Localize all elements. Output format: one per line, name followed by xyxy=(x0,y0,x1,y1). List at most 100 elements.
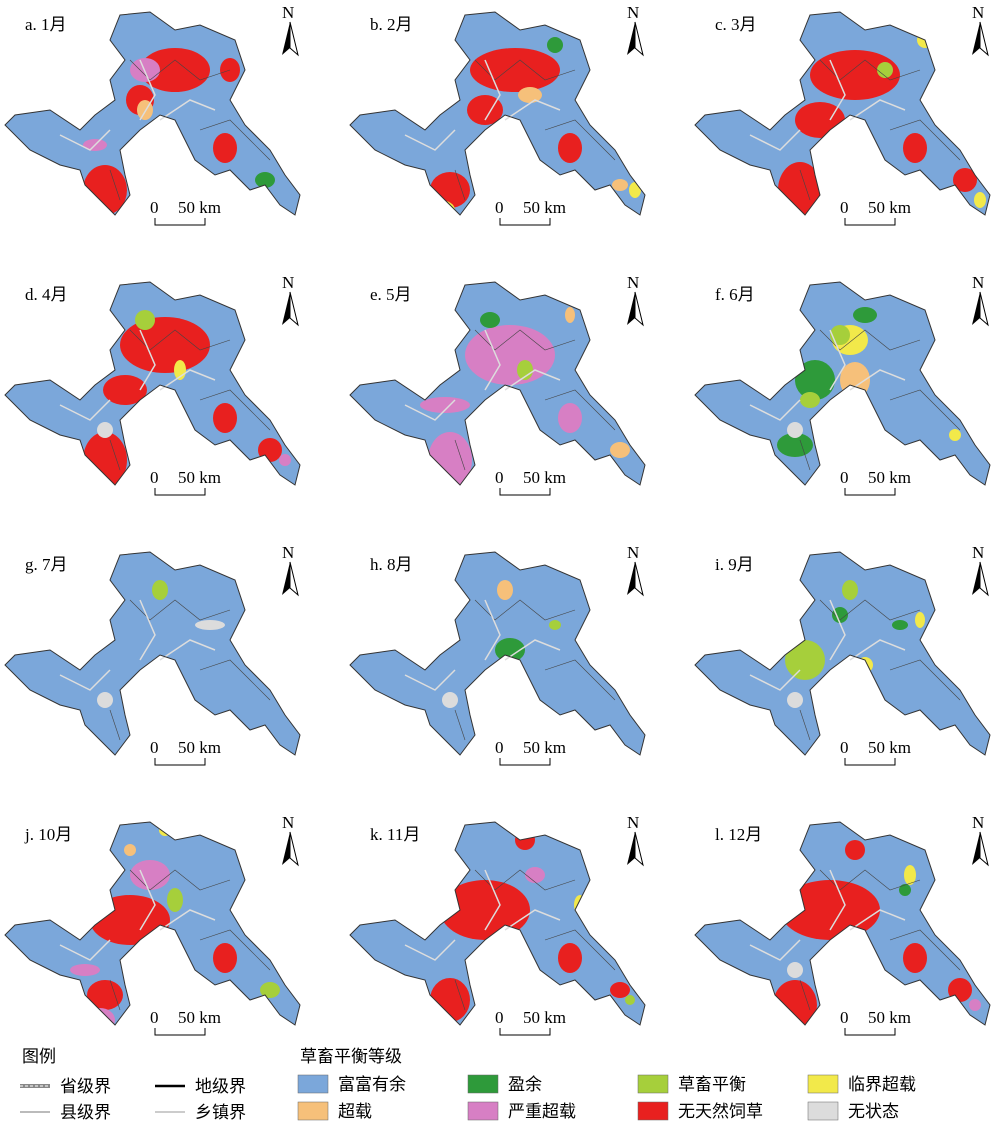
township-border xyxy=(484,59,501,121)
township-border xyxy=(849,369,906,391)
class-area xyxy=(629,182,641,198)
class-area xyxy=(953,168,977,192)
north-label: N xyxy=(282,273,294,292)
north-arrow xyxy=(979,831,989,867)
map-panel: i. 9月 N 0 50 km xyxy=(694,543,991,766)
county-border xyxy=(799,709,811,741)
township-border xyxy=(139,59,156,121)
map-panel: g. 7月 N 0 50 km xyxy=(4,543,301,766)
north-label: N xyxy=(972,3,984,22)
class-label: 草畜平衡 xyxy=(678,1075,746,1094)
county-border xyxy=(474,869,576,891)
scale-end: 50 km xyxy=(178,198,221,217)
county-border xyxy=(544,119,616,161)
panel-label: a. 1月 xyxy=(25,15,67,34)
scale-bar xyxy=(154,1028,206,1036)
north-arrow xyxy=(627,292,635,325)
map-panel: b. 2月 N 0 50 km xyxy=(349,3,646,226)
class-swatch xyxy=(637,1074,669,1094)
township-border xyxy=(749,399,801,421)
class-area xyxy=(195,620,225,630)
county-border xyxy=(889,929,961,971)
township-border xyxy=(59,399,111,421)
map-panel: l. 12月 N 0 50 km xyxy=(694,813,991,1036)
north-arrow xyxy=(627,832,635,865)
scale-bar xyxy=(154,758,206,766)
north-arrow xyxy=(289,831,299,867)
north-arrow xyxy=(282,22,290,55)
class-swatch xyxy=(297,1101,329,1121)
township-border xyxy=(829,599,846,661)
class-area xyxy=(903,943,927,973)
county-border xyxy=(109,169,121,201)
township-border xyxy=(849,639,906,661)
class-area xyxy=(120,317,210,373)
township-border xyxy=(504,99,561,121)
scale-end: 50 km xyxy=(868,198,911,217)
north-arrow xyxy=(634,561,644,597)
class-area xyxy=(425,200,455,215)
class-area xyxy=(135,310,155,330)
class-area xyxy=(610,442,630,458)
township-border xyxy=(749,939,801,961)
county-border xyxy=(129,329,231,351)
class-area xyxy=(787,962,803,978)
scale-end: 50 km xyxy=(523,738,566,757)
county-border xyxy=(544,389,616,431)
north-arrow xyxy=(282,562,290,595)
panel-label: c. 3月 xyxy=(715,15,757,34)
county-border xyxy=(819,599,921,621)
class-area xyxy=(780,880,880,940)
scale-start: 0 xyxy=(495,468,504,487)
region-base xyxy=(695,552,990,755)
county-border xyxy=(199,389,271,431)
panel-label: l. 12月 xyxy=(715,825,762,844)
class-label: 盈余 xyxy=(508,1075,542,1094)
class-area xyxy=(830,325,850,345)
north-label: N xyxy=(627,3,639,22)
class-area xyxy=(610,982,630,998)
north-label: N xyxy=(972,543,984,562)
north-arrow xyxy=(634,831,644,867)
class-area xyxy=(612,179,628,191)
class-area xyxy=(777,433,813,457)
panel-label: g. 7月 xyxy=(25,555,68,574)
class-areas xyxy=(83,310,291,485)
class-area xyxy=(152,580,168,600)
township-border xyxy=(159,909,216,931)
north-arrow xyxy=(289,291,299,327)
scale-end: 50 km xyxy=(868,468,911,487)
township-border xyxy=(829,59,846,121)
county-border xyxy=(199,119,271,161)
panel-label: d. 4月 xyxy=(25,285,68,304)
county-border xyxy=(474,329,576,351)
township-border xyxy=(139,329,156,391)
map-panel: a. 1月 N 0 50 km xyxy=(4,3,301,226)
county-border xyxy=(109,439,121,471)
scale-start: 0 xyxy=(495,1008,504,1027)
north-arrow xyxy=(282,292,290,325)
scale-start: 0 xyxy=(150,198,159,217)
legend-title: 图例 xyxy=(22,1047,56,1066)
class-area xyxy=(518,87,542,103)
county-border xyxy=(544,929,616,971)
county-border xyxy=(799,439,811,471)
county-border xyxy=(199,659,271,701)
class-area xyxy=(845,840,865,860)
county-border xyxy=(819,59,921,81)
north-arrow xyxy=(282,832,290,865)
class-area xyxy=(787,422,803,438)
class-area xyxy=(948,978,972,1002)
county-border xyxy=(889,659,961,701)
class-swatch xyxy=(807,1101,839,1121)
class-area xyxy=(915,612,925,628)
county-border xyxy=(819,329,921,351)
class-swatch xyxy=(297,1074,329,1094)
county-border xyxy=(109,709,121,741)
scale-end: 50 km xyxy=(178,468,221,487)
class-area xyxy=(969,999,981,1011)
north-arrow xyxy=(979,561,989,597)
scale-bar xyxy=(844,218,896,226)
class-area xyxy=(255,172,275,188)
map-panel: k. 11月 N 0 50 km xyxy=(349,813,646,1036)
